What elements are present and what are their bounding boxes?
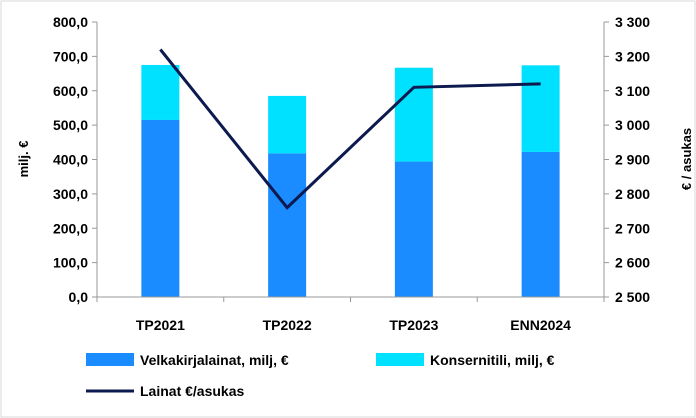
bar-konsernitili-tp2022 — [268, 95, 307, 154]
y-right-tick-label: 2 500 — [615, 289, 650, 305]
y-right-tick-label: 3 300 — [615, 14, 650, 30]
bar-velkakirjalainat-tp2023 — [394, 161, 433, 297]
legend: Velkakirjalainat, milj, € Konsernitili, … — [86, 352, 555, 399]
y-right-tick-label: 3 000 — [615, 117, 650, 133]
y-left-tick-label: 100,0 — [53, 255, 88, 271]
legend-label-velkakirjalainat: Velkakirjalainat, milj, € — [140, 352, 289, 368]
y-left-tick-label: 700,0 — [53, 48, 88, 64]
x-tick-label: TP2023 — [389, 317, 438, 333]
y-axis-left-title: milj. € — [16, 141, 31, 178]
y-left-tick-label: 0,0 — [69, 289, 89, 305]
legend-swatch-velkakirjalainat — [86, 353, 134, 366]
y-left-tick-label: 600,0 — [53, 83, 88, 99]
x-tick-label: ENN2024 — [510, 317, 571, 333]
y-right-tick-label: 3 200 — [615, 48, 650, 64]
legend-label-lainat: Lainat €/asukas — [140, 383, 244, 399]
y-right-tick-label: 2 700 — [615, 220, 650, 236]
x-tick-label: TP2022 — [263, 317, 312, 333]
y-right-tick-label: 2 800 — [615, 186, 650, 202]
y-axis-right-title: € / asukas — [679, 128, 694, 190]
y-right-tick-label: 2 600 — [615, 255, 650, 271]
line-lainat-asukas — [159, 48, 541, 210]
bar-velkakirjalainat-enn2024 — [521, 151, 560, 297]
bar-konsernitili-tp2021 — [141, 64, 180, 120]
y-left-tick-label: 300,0 — [53, 186, 88, 202]
y-left-tick-label: 500,0 — [53, 117, 88, 133]
bar-konsernitili-enn2024 — [521, 65, 560, 152]
y-left-tick-label: 400,0 — [53, 152, 88, 168]
y-left-tick-label: 800,0 — [53, 14, 88, 30]
x-tick-label: TP2021 — [136, 317, 185, 333]
legend-label-konsernitili: Konsernitili, milj, € — [430, 352, 555, 368]
legend-swatch-konsernitili — [376, 353, 424, 366]
bar-konsernitili-tp2023 — [394, 67, 433, 162]
y-right-tick-label: 3 100 — [615, 83, 650, 99]
bar-velkakirjalainat-tp2021 — [141, 119, 180, 297]
y-right-tick-label: 2 900 — [615, 152, 650, 168]
y-left-tick-label: 200,0 — [53, 220, 88, 236]
bar-velkakirjalainat-tp2022 — [268, 153, 307, 297]
